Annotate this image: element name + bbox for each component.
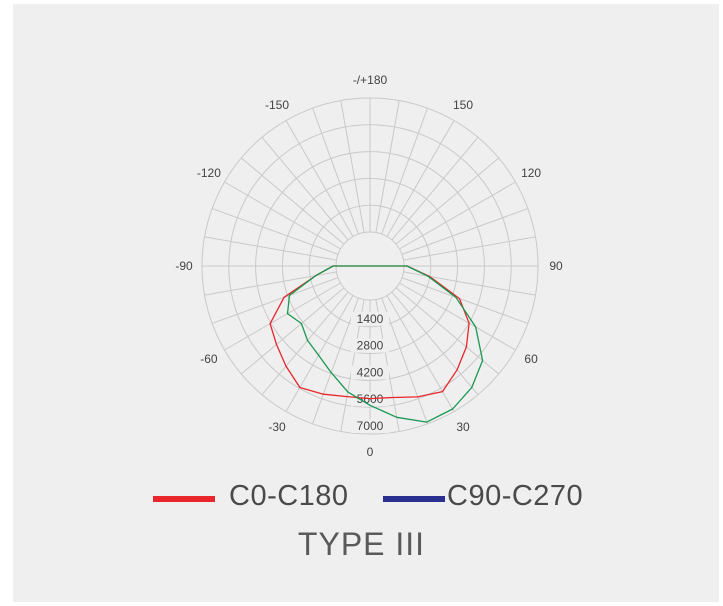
legend-label-c90-c270: C90-C270 bbox=[447, 480, 584, 512]
grid-spoke bbox=[312, 107, 359, 235]
angle-label: -150 bbox=[265, 98, 289, 112]
grid-spoke bbox=[312, 297, 359, 425]
series-point bbox=[286, 313, 289, 315]
tick-label-bg bbox=[351, 338, 389, 353]
series-curve-c0-c180 bbox=[269, 265, 470, 400]
tick-label-bg bbox=[351, 419, 389, 433]
legend-swatch-c90-c270 bbox=[383, 496, 445, 502]
series-point bbox=[369, 397, 371, 400]
grid-spoke bbox=[285, 120, 354, 237]
grid-spoke bbox=[391, 291, 479, 396]
angle-label: 30 bbox=[456, 420, 470, 434]
grid-spoke bbox=[240, 157, 345, 245]
grid-spoke bbox=[399, 181, 516, 250]
grid-spoke bbox=[340, 100, 365, 233]
grid-spoke bbox=[386, 120, 455, 237]
series-point bbox=[455, 296, 457, 298]
series-point bbox=[426, 421, 428, 423]
series-point bbox=[346, 395, 348, 398]
angle-label: -120 bbox=[197, 166, 221, 180]
tick-label-bg bbox=[351, 365, 389, 380]
series-point bbox=[369, 404, 371, 406]
series-point bbox=[417, 396, 419, 398]
angle-label: -60 bbox=[200, 352, 218, 366]
angle-label: 90 bbox=[549, 259, 563, 273]
series-point bbox=[275, 343, 278, 346]
legend-label-c0-c180: C0-C180 bbox=[229, 480, 349, 512]
series-point bbox=[347, 391, 349, 393]
series-point bbox=[396, 416, 398, 418]
grid-spoke bbox=[285, 295, 354, 412]
series-point bbox=[300, 322, 303, 325]
grid-spoke bbox=[211, 208, 339, 255]
series-curve-unlabeled-2 bbox=[286, 265, 484, 423]
grid-spoke bbox=[381, 297, 428, 425]
radial-tick-label: 1400 bbox=[357, 312, 384, 326]
grid-spoke bbox=[401, 208, 529, 255]
series-point bbox=[283, 296, 285, 298]
series-point bbox=[315, 274, 317, 277]
polar-chart: -/+180 150 120 90 60 30 0 -30 -60 -90 -120 -150 1400… bbox=[175, 73, 563, 459]
grid-spoke bbox=[224, 181, 341, 250]
angle-label: 60 bbox=[524, 352, 538, 366]
legend-swatch-c0-c180 bbox=[153, 496, 215, 502]
tick-label-bg bbox=[351, 311, 389, 326]
series-point bbox=[306, 339, 309, 342]
grid-spoke bbox=[401, 277, 529, 324]
grid-spoke bbox=[211, 277, 339, 324]
angle-label: 120 bbox=[521, 166, 541, 180]
grid-spoke bbox=[403, 236, 536, 261]
series-point bbox=[269, 323, 271, 325]
grid-spoke bbox=[224, 282, 341, 351]
series-point bbox=[285, 365, 287, 367]
grid-spoke bbox=[403, 271, 536, 296]
legend-item-c90-c270: C90-C270 bbox=[383, 478, 613, 522]
grid-spoke bbox=[381, 107, 428, 235]
radial-tick-label: 2800 bbox=[357, 339, 384, 353]
grid-spoke bbox=[261, 291, 349, 396]
grid-spoke bbox=[391, 136, 479, 241]
series-point bbox=[481, 359, 484, 362]
series-point bbox=[475, 326, 477, 328]
series-point bbox=[471, 386, 473, 388]
legend: C0-C180 C90-C270 bbox=[0, 478, 723, 522]
series-point bbox=[330, 372, 332, 374]
radial-tick-label: 7000 bbox=[357, 419, 384, 433]
series-point bbox=[458, 297, 461, 300]
angle-label: -/+180 bbox=[353, 73, 388, 87]
series-point bbox=[456, 369, 458, 371]
series-point bbox=[451, 408, 454, 410]
grid-spoke bbox=[240, 287, 345, 375]
chart-panel bbox=[13, 4, 719, 602]
angle-label: 150 bbox=[453, 98, 473, 112]
series-point bbox=[406, 265, 408, 267]
grid-spoke bbox=[375, 100, 400, 233]
series-point bbox=[288, 294, 291, 296]
series-point bbox=[427, 275, 429, 277]
legend-item-c0-c180: C0-C180 bbox=[153, 478, 363, 522]
series-point bbox=[465, 346, 468, 348]
chart-title: TYPE III bbox=[297, 526, 426, 562]
series-point bbox=[441, 390, 444, 393]
series-point bbox=[317, 354, 320, 356]
series-point bbox=[299, 386, 301, 389]
radial-tick-label: 4200 bbox=[357, 365, 384, 379]
grid-spoke bbox=[399, 282, 516, 351]
series-point bbox=[468, 322, 470, 324]
angle-label: 0 bbox=[367, 445, 374, 459]
grid-spoke bbox=[395, 287, 500, 375]
series-point bbox=[392, 396, 394, 399]
grid-spoke bbox=[204, 236, 337, 261]
angle-label: -90 bbox=[175, 259, 193, 273]
grid-spoke bbox=[395, 157, 500, 245]
grid-spoke bbox=[261, 136, 349, 241]
angle-label: -30 bbox=[268, 420, 286, 434]
series-point bbox=[322, 393, 324, 395]
series-point bbox=[332, 265, 334, 267]
